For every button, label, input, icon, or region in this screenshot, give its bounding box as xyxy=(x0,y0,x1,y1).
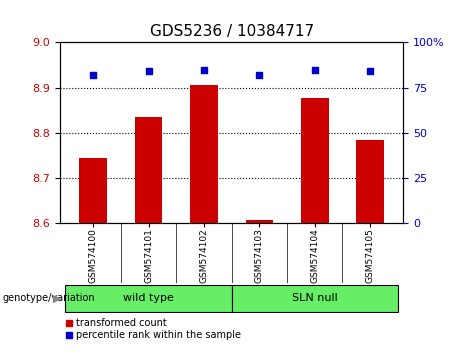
Bar xyxy=(356,139,384,223)
Bar xyxy=(65,285,232,312)
Text: genotype/variation: genotype/variation xyxy=(2,293,95,303)
Text: GSM574104: GSM574104 xyxy=(310,228,319,282)
Text: GSM574105: GSM574105 xyxy=(366,228,375,283)
Point xyxy=(366,69,374,74)
Text: ▶: ▶ xyxy=(53,293,61,303)
Text: GSM574101: GSM574101 xyxy=(144,228,153,283)
Point xyxy=(200,67,207,73)
Text: GSM574100: GSM574100 xyxy=(89,228,98,283)
Point xyxy=(311,67,319,73)
Text: SLN null: SLN null xyxy=(292,293,337,303)
Point xyxy=(145,69,152,74)
Text: wild type: wild type xyxy=(123,293,174,303)
Bar xyxy=(232,285,398,312)
Bar xyxy=(79,158,107,223)
Point xyxy=(89,72,97,78)
Title: GDS5236 / 10384717: GDS5236 / 10384717 xyxy=(149,23,314,39)
Bar xyxy=(135,117,162,223)
Bar xyxy=(301,98,329,223)
Bar xyxy=(190,85,218,223)
Bar xyxy=(246,220,273,223)
Point xyxy=(256,72,263,78)
Text: GSM574103: GSM574103 xyxy=(255,228,264,283)
Text: GSM574102: GSM574102 xyxy=(200,228,208,282)
Legend: transformed count, percentile rank within the sample: transformed count, percentile rank withi… xyxy=(65,318,242,340)
